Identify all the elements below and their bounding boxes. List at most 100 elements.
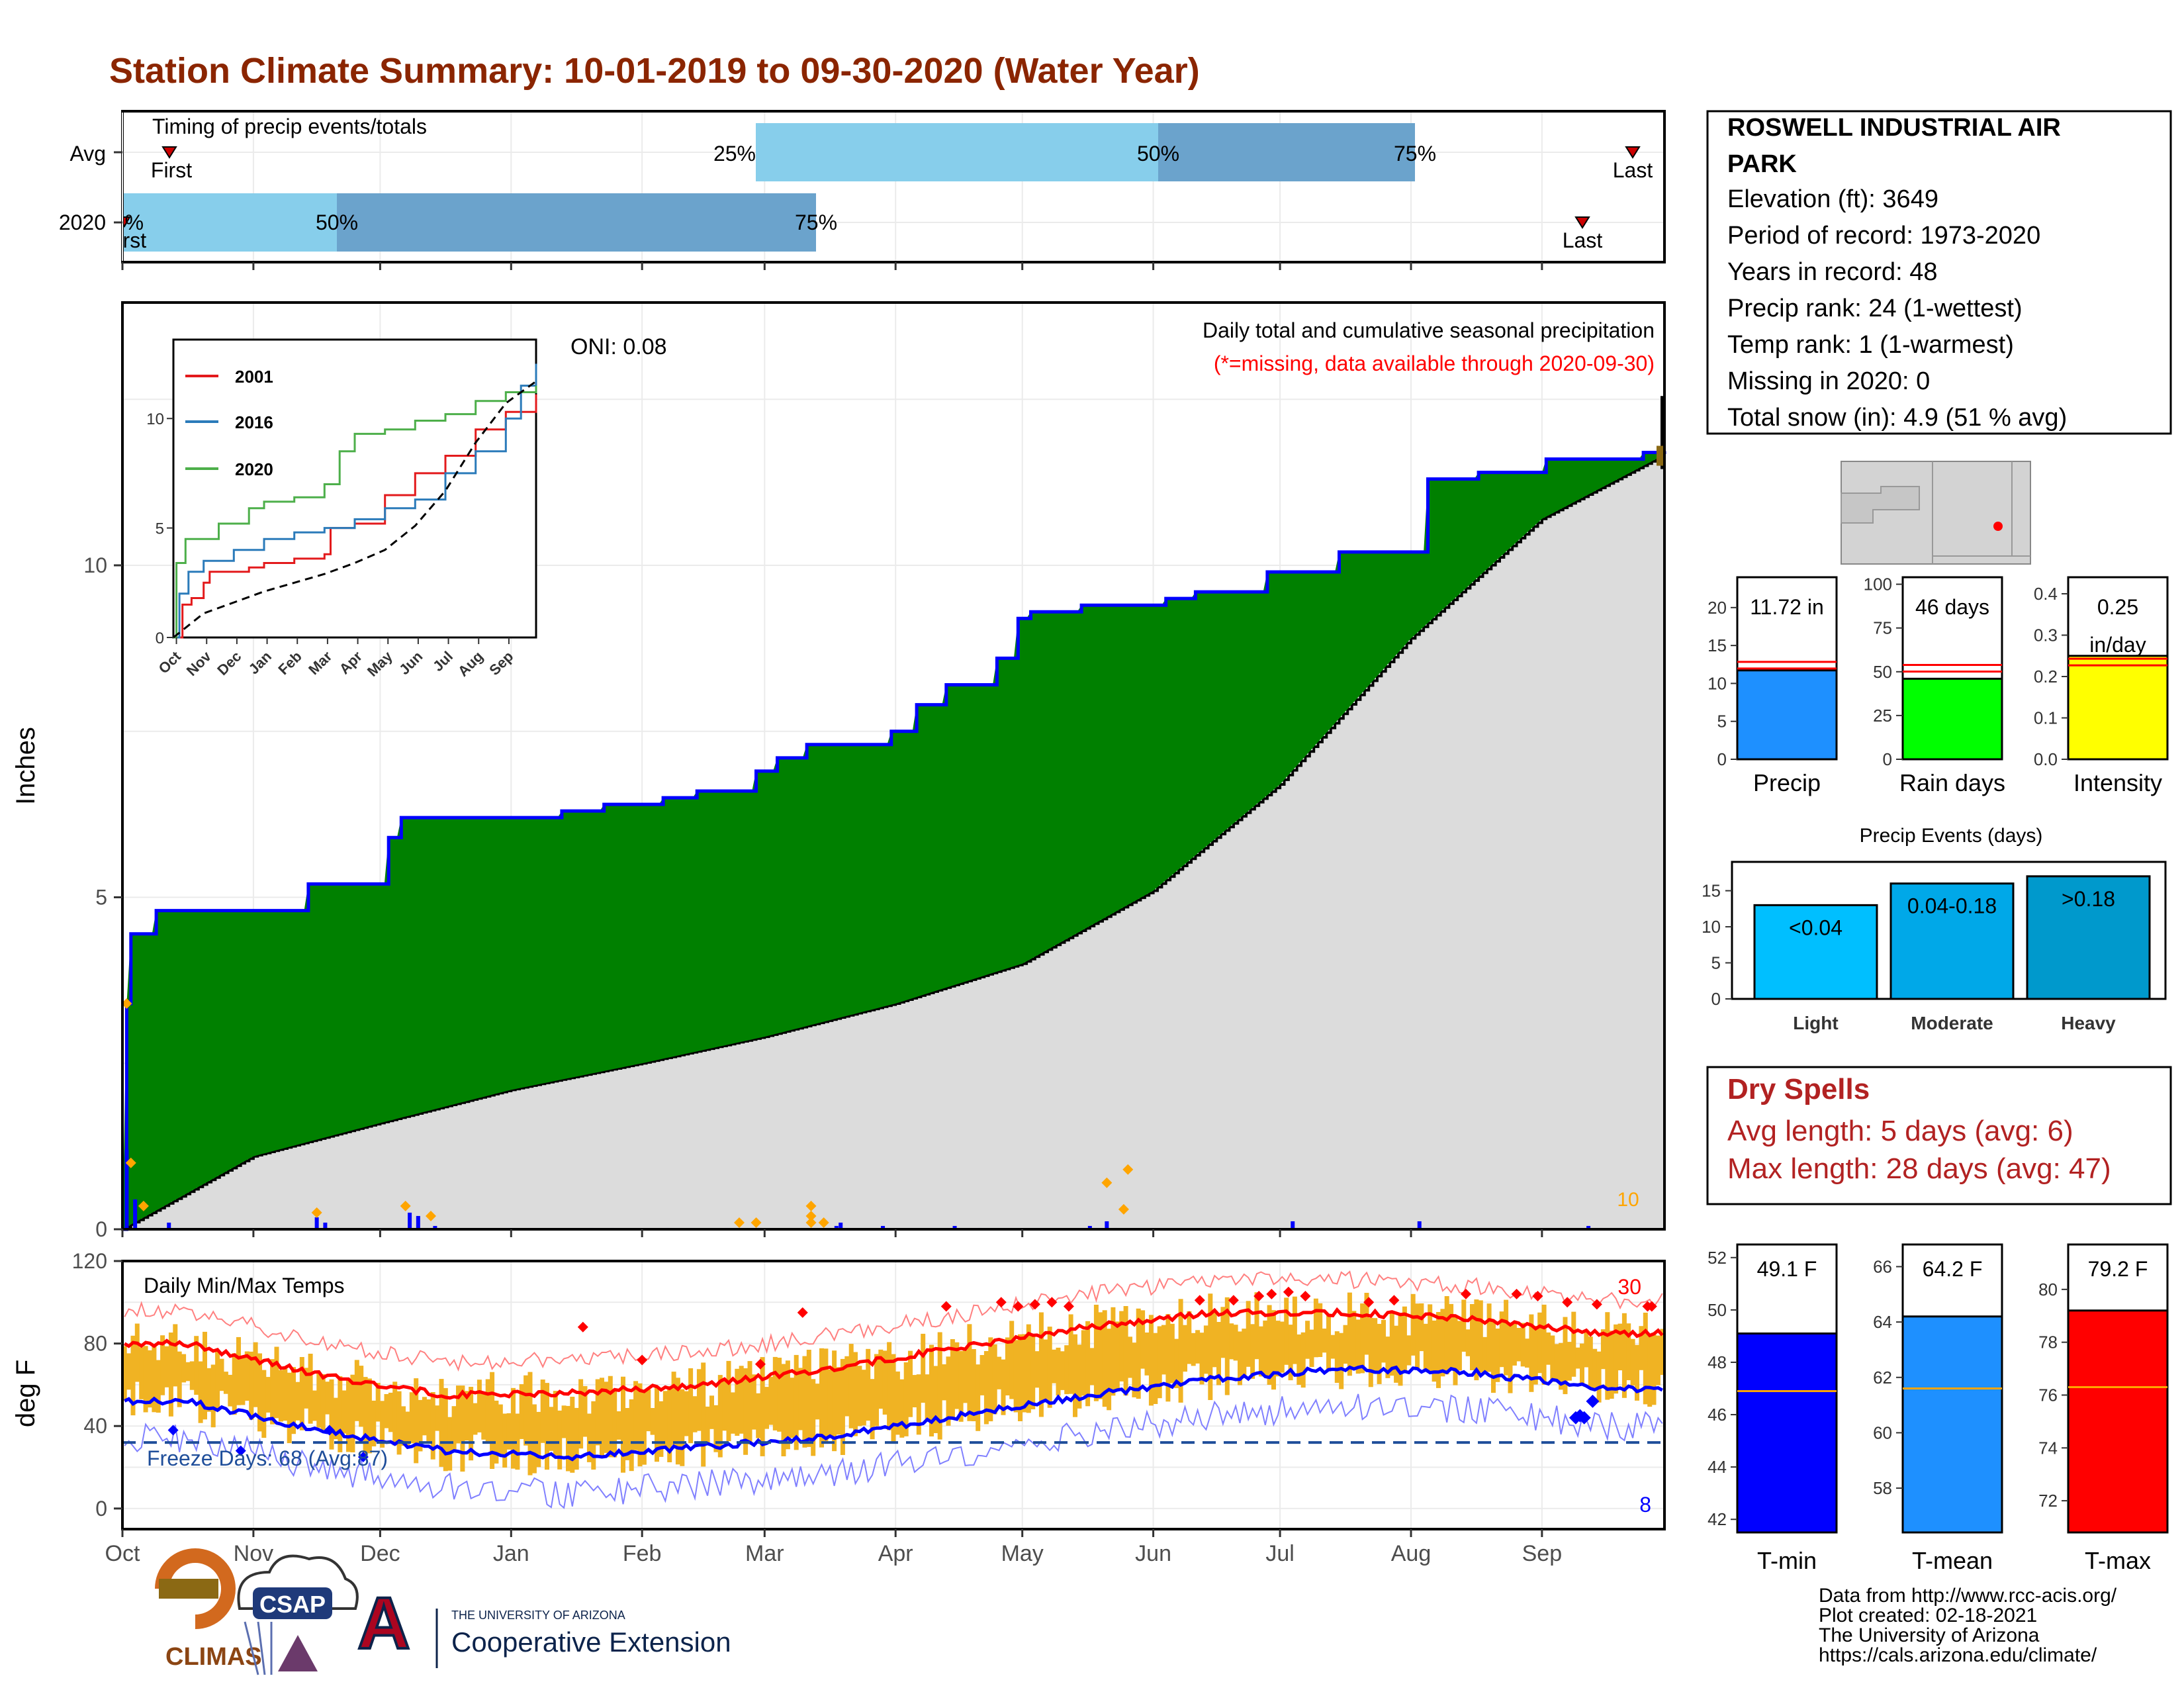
daily-temp-bar — [1525, 1338, 1529, 1368]
daily-temp-bar — [1140, 1310, 1146, 1369]
csap-logo: CSAP — [237, 1554, 359, 1675]
temp-summary-y-tick-label: 48 — [1707, 1352, 1727, 1372]
daily-temp-bar — [490, 1372, 495, 1469]
daily-precip-bar — [133, 1199, 138, 1229]
daily-temp-bar — [515, 1413, 520, 1470]
daily-temp-bar — [553, 1391, 558, 1456]
daily-temp-bar — [557, 1410, 563, 1470]
daily-temp-bar — [426, 1399, 432, 1443]
daily-temp-bar — [168, 1333, 173, 1417]
daily-temp-bar — [545, 1383, 549, 1470]
temp-summary-value: 64.2 F — [1923, 1257, 1983, 1281]
logos: CLIMAS CSAP A THE UNIVERSITY OF ARIZONA … — [155, 1548, 731, 1675]
daily-temp-bar — [1250, 1324, 1255, 1379]
daily-temp-bar — [164, 1346, 169, 1387]
month-label: Jun — [1135, 1541, 1171, 1566]
daily-temp-bar — [671, 1372, 676, 1445]
daily-temp-bar — [574, 1407, 579, 1470]
y2020-p75: 75% — [795, 211, 837, 234]
events-bars: 0 5 10 15 <0.04 Light 0.04-0.18 Moderate >0.18 He… — [1702, 875, 2151, 1033]
month-label: Apr — [878, 1541, 913, 1566]
daily-temp-bar — [443, 1387, 448, 1472]
daily-temp-bar — [122, 1346, 127, 1401]
daily-temp-bar — [185, 1362, 191, 1382]
daily-temp-bar — [908, 1350, 913, 1417]
temp-summary-y-tick-label: 52 — [1707, 1248, 1727, 1268]
daily-precip-bar — [839, 1222, 843, 1229]
record-marker — [754, 1358, 766, 1370]
daily-temp-bar — [1161, 1325, 1166, 1375]
daily-temp-bar — [997, 1356, 1002, 1389]
daily-temp-bar — [1056, 1347, 1061, 1396]
daily-temp-bar — [1148, 1315, 1154, 1406]
daily-temp-bar — [1402, 1306, 1407, 1371]
daily-temp-bar — [511, 1387, 516, 1469]
daily-temp-bar — [1254, 1292, 1259, 1360]
daily-temp-bar — [1191, 1333, 1196, 1366]
daily-temp-bar — [582, 1385, 588, 1437]
temp-summary-y-tick-label: 58 — [1873, 1478, 1892, 1498]
daily-temp-bar — [1415, 1303, 1420, 1370]
daily-temp-bar — [806, 1350, 811, 1447]
csap-badge — [253, 1587, 332, 1619]
inset-y-tick-label: 10 — [146, 410, 164, 428]
daily-temp-bar — [1111, 1307, 1116, 1396]
daily-temp-bar — [963, 1350, 968, 1403]
record-high-count: 30 — [1617, 1275, 1641, 1299]
daily-temp-bar — [1580, 1343, 1584, 1384]
daily-temp-bar — [1377, 1323, 1382, 1384]
daily-precip-bar — [408, 1212, 412, 1229]
daily-temp-bar — [608, 1376, 613, 1458]
daily-temp-bar — [756, 1393, 761, 1438]
missing-data-marker — [1101, 1177, 1113, 1188]
station-temp-rank: Temp rank: 1 (1-warmest) — [1727, 331, 2014, 359]
daily-temp-bar — [1508, 1323, 1513, 1393]
summary-y-tick-label: 75 — [1873, 618, 1892, 638]
daily-temp-bar — [316, 1372, 322, 1428]
daily-temp-bar — [194, 1336, 199, 1395]
summary-value-label: 46 days — [1915, 595, 1989, 619]
month-label: Oct — [105, 1541, 140, 1566]
daily-temp-bar — [958, 1350, 964, 1422]
daily-temp-bar — [887, 1342, 892, 1430]
daily-temp-bar — [591, 1401, 596, 1470]
summary-category-label: Precip — [1753, 769, 1821, 796]
month-label: Feb — [623, 1541, 662, 1566]
daily-temp-bar — [401, 1406, 406, 1446]
row-label-avg: Avg — [69, 142, 106, 165]
month-label: Nov — [234, 1541, 273, 1566]
daily-temp-bar — [329, 1379, 334, 1450]
daily-temp-bar — [882, 1350, 887, 1415]
station-years: Years in record: 48 — [1727, 258, 1938, 286]
end-marker — [1657, 445, 1663, 466]
daily-temp-bar — [895, 1371, 900, 1435]
daily-temp-bar — [785, 1360, 790, 1450]
daily-temp-bar — [1263, 1320, 1268, 1376]
month-label: Aug — [1391, 1541, 1432, 1566]
record-marker — [1013, 1301, 1024, 1312]
events-y-tick-label: 15 — [1702, 881, 1721, 901]
daily-temp-bar — [1512, 1323, 1517, 1366]
daily-temp-bar — [629, 1399, 634, 1472]
daily-temp-bar — [253, 1342, 258, 1407]
daily-temp-bar — [1089, 1348, 1095, 1385]
daily-temp-bar — [363, 1377, 368, 1456]
daily-temp-bar — [414, 1378, 419, 1464]
daily-precip-bar — [834, 1225, 839, 1229]
daily-temp-bar — [143, 1346, 148, 1413]
daily-temp-bar — [1229, 1323, 1234, 1360]
daily-temp-bar — [341, 1390, 347, 1434]
daily-temp-bar — [798, 1368, 803, 1430]
daily-precip-bar — [1291, 1221, 1295, 1229]
temp-summary-value: 49.1 F — [1757, 1257, 1817, 1281]
record-marker — [1253, 1290, 1265, 1301]
missing-data-marker — [400, 1200, 411, 1211]
temp-y-tick-label: 120 — [72, 1249, 107, 1273]
record-high-line — [124, 1270, 1663, 1372]
station-name-1: ROSWELL INDUSTRIAL AIR — [1727, 114, 2061, 142]
daily-temp-bar — [1330, 1335, 1336, 1359]
daily-temp-bar — [1605, 1312, 1610, 1400]
daily-temp-bar — [1203, 1325, 1208, 1374]
month-label: Jul — [1265, 1541, 1294, 1566]
daily-temp-bar — [359, 1366, 364, 1427]
